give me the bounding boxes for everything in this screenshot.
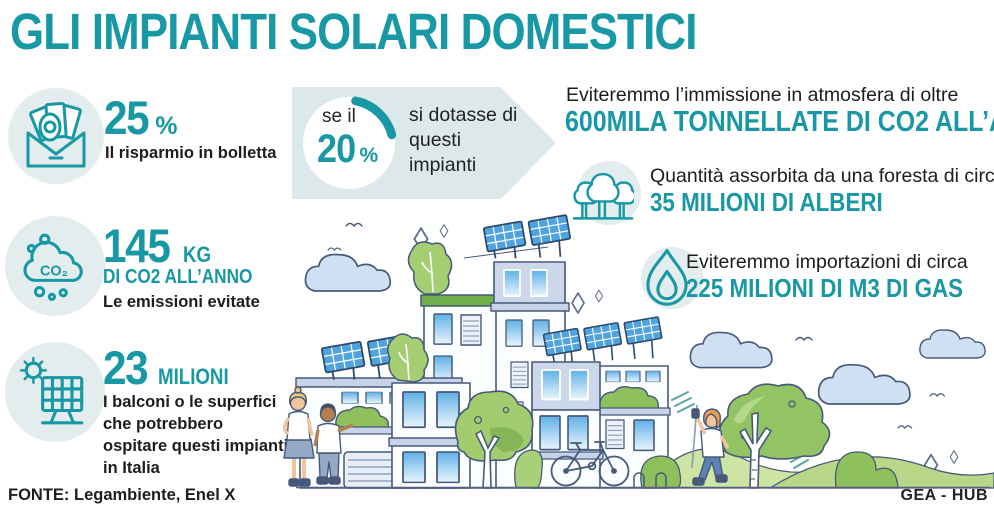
bush: [514, 449, 543, 489]
scenario-value: 20: [317, 127, 356, 171]
gas-item-text: Eviteremmo importazioni di circa: [686, 251, 968, 273]
scenario-value-row: 20%: [317, 127, 378, 172]
bush: [834, 451, 899, 489]
scenario-prefix: se il: [322, 106, 356, 127]
stat-bolletta-number: 25%: [104, 90, 178, 145]
scenario-percent: %: [359, 144, 379, 167]
page-title: GLI IMPIANTI SOLARI DOMESTICI: [10, 2, 808, 61]
envelope-money-icon: [26, 102, 86, 168]
apartment-building: [295, 215, 671, 489]
bush: [640, 455, 682, 489]
stat-co2-icon-circle: CO₂: [5, 216, 105, 316]
stat-bolletta-label: Il risparmio in bolletta: [105, 144, 277, 162]
stat-co2-subline: DI CO2 ALL’ANNO: [103, 266, 277, 289]
stat-co2-number: 145 KG: [103, 218, 216, 273]
stat-bolletta-unit: %: [155, 112, 178, 140]
forest-item-highlight-text: 35 MILIONI DI ALBERI: [650, 187, 883, 217]
outcome-headline-text: 600MILA TONNELLATE DI CO2 ALL’ANNO: [565, 106, 994, 138]
stat-bolletta-icon-circle: [8, 88, 104, 184]
stat-co2-value: 145: [103, 219, 171, 272]
tree: [454, 390, 534, 489]
outcome-headline: 600MILA TONNELLATE DI CO2 ALL’ANNO: [565, 106, 994, 139]
stat-balconi-icon-circle: [5, 342, 105, 442]
stat-co2-subline-text: DI CO2 ALL’ANNO: [103, 266, 253, 288]
page-title-text: GLI IMPIANTI SOLARI DOMESTICI: [10, 3, 697, 60]
forest-icon-circle: [572, 161, 641, 225]
person: [283, 386, 730, 487]
brand-credit: GEA - HUB: [900, 487, 988, 504]
stat-balconi-value: 23: [103, 341, 149, 394]
solar-panel-icon: [19, 356, 84, 425]
stat-balconi-number: 23 MILIONI: [103, 340, 241, 395]
forest-icon: [572, 172, 634, 220]
gas-item-highlight-text: 225 MILIONI DI M3 DI GAS: [686, 273, 964, 303]
stat-co2-label: Le emissioni evitate: [103, 293, 260, 311]
outcome-intro: Eviteremmo l’immissione in atmosfera di …: [566, 84, 959, 106]
gas-item-highlight: 225 MILIONI DI M3 DI GAS: [686, 273, 994, 304]
donut-20-icon: [351, 96, 397, 140]
scenario-text: si dotasse di questi impianti: [409, 104, 518, 176]
forest-item-highlight: 35 MILIONI DI ALBERI: [650, 187, 921, 218]
stat-balconi-label: I balconi o le superfici che potrebbero …: [103, 393, 289, 477]
bicycle: [550, 441, 667, 488]
stat-balconi-unit: MILIONI: [158, 364, 229, 389]
flame-icon: [646, 249, 688, 306]
co2-icon-label: CO₂: [40, 263, 68, 279]
stat-co2-unit: KG: [182, 242, 211, 267]
co2-cloud-icon: CO₂: [23, 233, 83, 301]
flame-icon-circle: [641, 247, 703, 309]
stat-bolletta-value: 25: [104, 91, 150, 144]
source-note: FONTE: Legambiente, Enel X: [8, 486, 236, 504]
eco-city-illustration: [283, 198, 994, 489]
forest-item-text: Quantità assorbita da una foresta di cir…: [650, 165, 994, 187]
tree: [718, 383, 831, 489]
